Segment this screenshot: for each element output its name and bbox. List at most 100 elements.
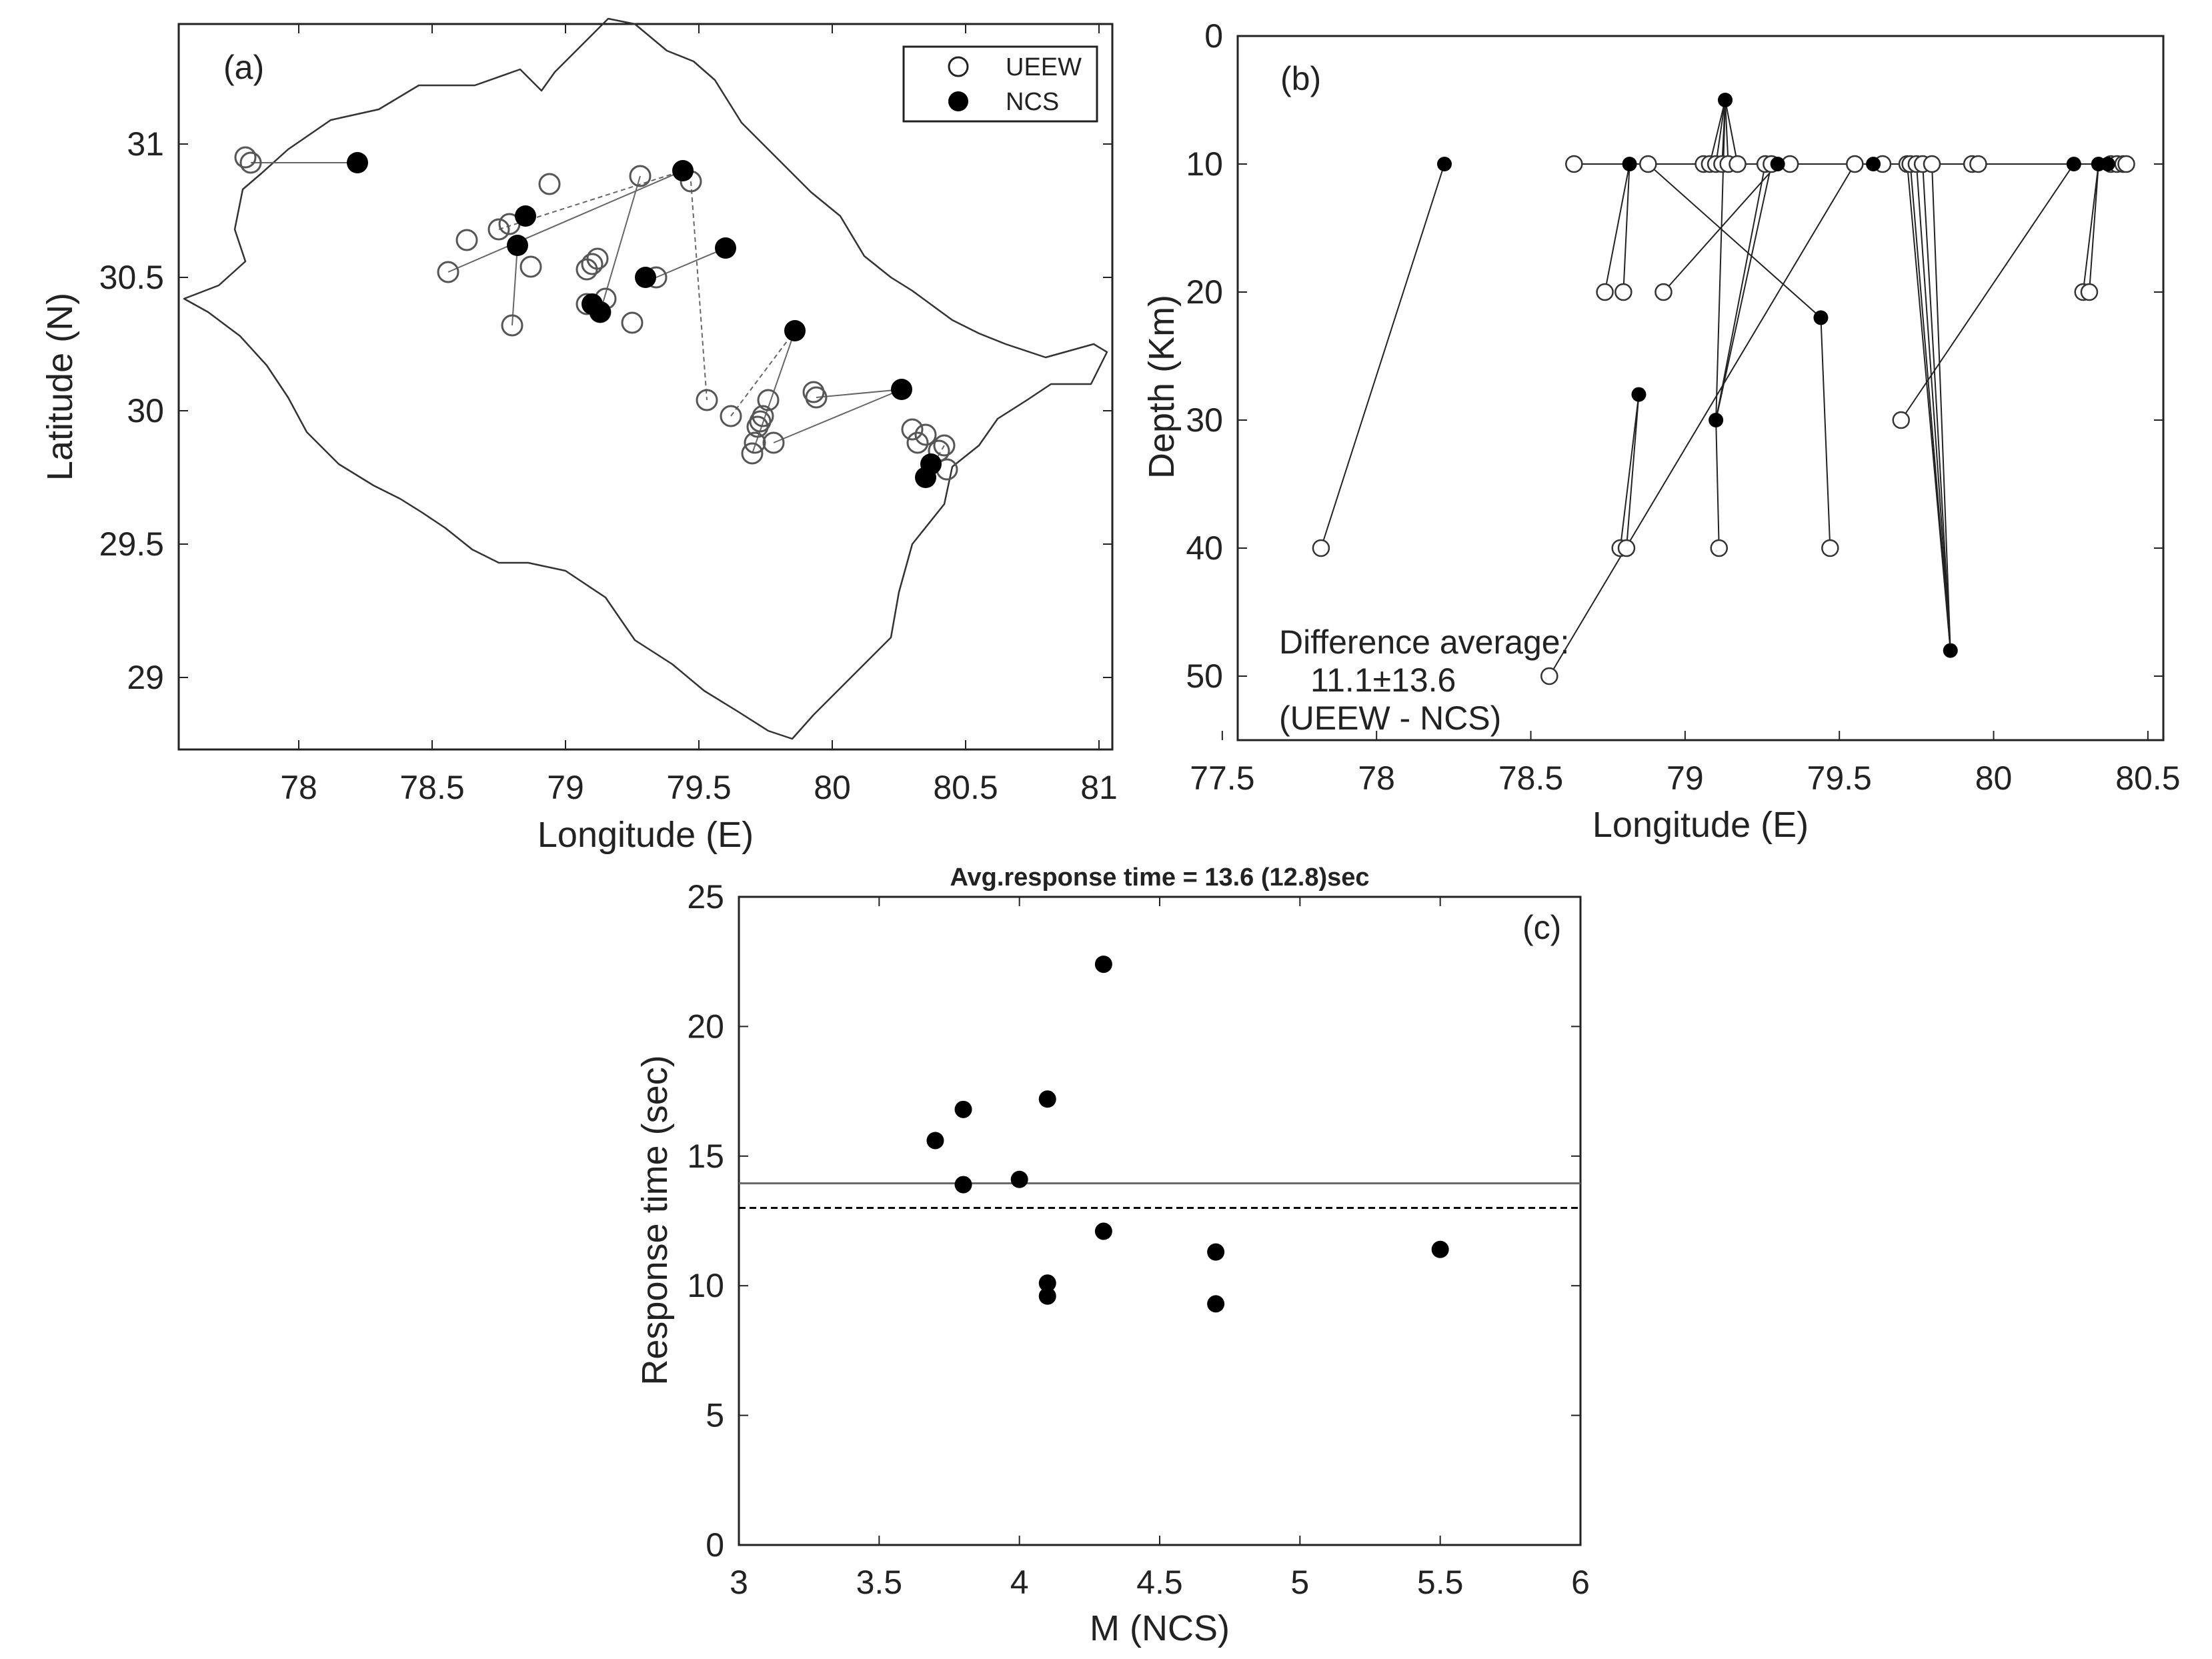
panel-a-connector-line — [511, 245, 518, 326]
panel-c-x-axis-label: M (NCS) — [1090, 1608, 1230, 1648]
ueew-depth-point — [1846, 155, 1864, 173]
state-boundary-outline — [183, 17, 1108, 740]
panel-c-y-tick-label: 15 — [687, 1138, 724, 1175]
panel-c-y-tick-label: 10 — [687, 1267, 724, 1304]
panel-c-y-tick-label: 5 — [706, 1397, 724, 1434]
ueew-depth-point — [1923, 155, 1941, 173]
response-time-point — [1038, 1274, 1056, 1292]
ueew-epicenter-point — [234, 146, 257, 169]
response-time-point — [1010, 1170, 1028, 1188]
legend-box — [902, 45, 1098, 123]
ueew-depth-point — [1614, 283, 1632, 301]
panel-a-connector-line — [447, 170, 684, 273]
panel-a-connector-line — [600, 175, 641, 313]
panel-b-connector-line — [1715, 99, 1727, 421]
difference-average-note: (UEEW - NCS) — [1279, 699, 1501, 737]
panel-c-x-tick-label: 4.5 — [1136, 1564, 1183, 1601]
response-time-point — [954, 1176, 972, 1194]
panel-b-y-tick-label: 40 — [1186, 529, 1223, 567]
response-time-point — [1094, 956, 1112, 974]
response-time-point — [1431, 1240, 1449, 1258]
panel-b-connector-line — [1625, 394, 1640, 549]
ueew-epicenter-point — [762, 431, 785, 454]
panel-b-y-axis-label: Depth (Km) — [1142, 295, 1182, 479]
ncs-epicenter-point — [915, 467, 936, 488]
panel-a-x-tick-label: 79 — [547, 769, 584, 806]
panel-a-x-tick-label: 80 — [814, 769, 851, 806]
panel-b-x-tick-label: 79.5 — [1807, 759, 1872, 797]
panel-b-x-tick-label: 78 — [1358, 759, 1395, 797]
panel-c-x-tick-label: 3 — [730, 1564, 748, 1601]
ueew-epicenter-point — [752, 405, 774, 427]
panel-b-depth: (b) 77.5 78 78.5 79 79.5 80 80.5 0 10 20 30 40 50 Lo… — [1142, 17, 2181, 845]
panel-b-connector-line — [1647, 163, 1822, 319]
ncs-epicenter-point — [784, 320, 806, 341]
panel-a-label: (a) — [223, 49, 264, 86]
panel-b-connector-line — [1725, 99, 1739, 165]
panel-b-y-tick-label: 30 — [1186, 401, 1223, 439]
panel-a-y-axis-label: Latitude (N) — [40, 293, 80, 481]
panel-c-y-tick-label: 0 — [706, 1526, 724, 1564]
panel-b-x-tick-label: 80 — [1975, 759, 2013, 797]
ncs-depth-point — [1943, 643, 1958, 658]
ueew-depth-point — [1969, 155, 1987, 173]
panel-a-connector-line — [816, 389, 902, 398]
panel-b-connector-line — [1922, 163, 1951, 651]
response-time-point — [954, 1100, 972, 1118]
ueew-epicenter-point — [901, 418, 924, 441]
panel-b-connector-line — [1820, 317, 1831, 549]
ueew-depth-point — [1565, 155, 1583, 173]
panel-b-connector-line — [1715, 419, 1720, 549]
ueew-epicenter-point — [538, 173, 561, 195]
ueew-epicenter-point — [757, 389, 780, 411]
panel-b-connector-line — [1715, 163, 1767, 421]
ncs-epicenter-point — [635, 267, 656, 288]
panel-b-y-tick-label: 10 — [1186, 145, 1223, 183]
ueew-depth-point — [1639, 155, 1657, 173]
panel-b-connector-line — [1931, 163, 1951, 651]
panel-a-legend: UEEW NCS — [902, 45, 1098, 123]
ueew-epicenter-point — [696, 389, 718, 411]
ueew-epicenter-point — [586, 247, 609, 270]
ueew-epicenter-point — [621, 311, 644, 334]
ueew-epicenter-point — [487, 218, 510, 241]
panel-b-connector-line — [1715, 99, 1727, 165]
ueew-depth-point — [1654, 283, 1673, 301]
ueew-epicenter-point — [720, 405, 742, 427]
panel-a-x-tick-label: 78 — [280, 769, 317, 806]
ncs-depth-point — [1813, 310, 1829, 325]
ncs-depth-point — [2066, 157, 2081, 171]
difference-average-title: Difference average: — [1279, 623, 1569, 661]
ueew-depth-point — [1617, 539, 1636, 557]
panel-b-connector-line — [1909, 163, 1951, 651]
response-time-point — [1038, 1287, 1056, 1305]
panel-b-connector-line — [1725, 99, 1729, 165]
ueew-epicenter-point — [805, 386, 828, 409]
ueew-depth-point — [1892, 411, 1910, 429]
panel-a-connector-line — [773, 389, 902, 443]
ueew-depth-point — [1710, 539, 1729, 557]
panel-b-plot-frame — [1236, 35, 2165, 741]
ncs-epicenter-point — [347, 152, 368, 173]
panel-a-y-tick-label: 29.5 — [99, 525, 164, 563]
ueew-depth-point — [2117, 155, 2135, 173]
panel-a-x-tick-label: 80.5 — [933, 769, 998, 806]
panel-b-connector-line — [1320, 163, 1445, 549]
panel-a-y-tick-label: 30.5 — [99, 259, 164, 296]
ueew-epicenter-point — [501, 314, 523, 337]
ncs-epicenter-point — [672, 160, 694, 181]
panel-c-response-time: Avg.response time = 13.6 (12.8)sec (c) 3… — [635, 864, 1590, 1648]
panel-c-y-tick-label: 25 — [687, 878, 724, 916]
panel-b-x-tick-label: 79 — [1667, 759, 1704, 797]
ueew-epicenter-point — [629, 165, 652, 187]
panel-b-connector-line — [1715, 163, 1773, 421]
ueew-epicenter-point — [933, 434, 956, 457]
panel-b-x-tick-label: 78.5 — [1498, 759, 1563, 797]
ncs-depth-point — [1718, 93, 1733, 107]
panel-a-y-tick-label: 30 — [127, 392, 164, 429]
response-time-point — [1038, 1090, 1056, 1108]
panel-b-connector-line — [1604, 163, 1630, 293]
ncs-epicenter-point — [891, 379, 912, 400]
panel-a-connector-line — [730, 330, 796, 417]
